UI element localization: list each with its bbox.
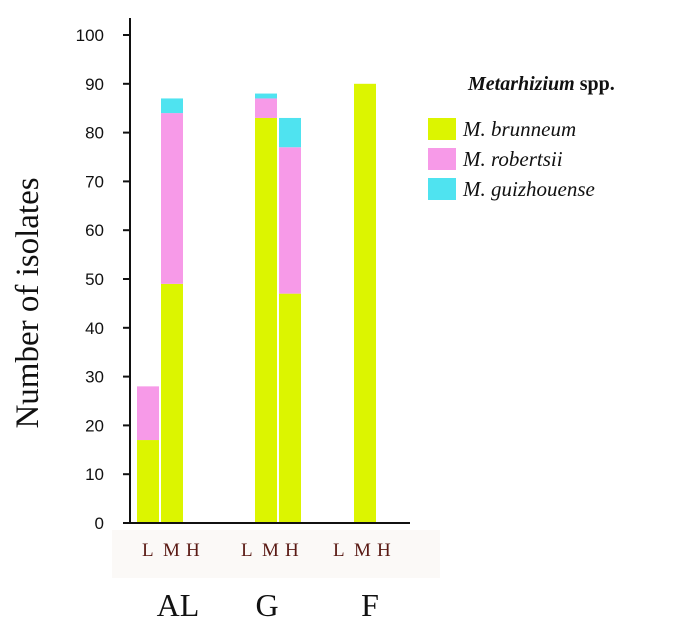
subcategory-label-g-m: M — [262, 540, 279, 561]
y-tick-label: 30 — [85, 368, 104, 387]
legend-label-series-2: M. robertsii — [462, 147, 563, 171]
group-labels: AL G F — [157, 587, 379, 623]
bar-segment-al-l-series-1 — [137, 440, 159, 523]
legend-label-series-1: M. brunneum — [462, 117, 576, 141]
legend-swatch-series-2 — [428, 148, 456, 170]
bar-segment-g-l-series-2 — [255, 98, 277, 118]
subcategory-label-al-l: L — [142, 540, 154, 561]
group-label-al: AL — [157, 587, 200, 623]
y-tick-label: 80 — [85, 124, 104, 143]
y-tick-label: 10 — [85, 465, 104, 484]
legend: Metarhizium spp. M. brunneum M. robertsii… — [428, 73, 615, 201]
subcategory-label-g-h: H — [285, 540, 299, 561]
y-tick-label: 20 — [85, 416, 104, 435]
legend-swatch-series-1 — [428, 118, 456, 140]
bar-segment-g-m-series-3 — [279, 117, 301, 148]
subcategory-label-g-l: L — [241, 540, 253, 561]
bar-segment-al-m-series-3 — [161, 98, 183, 114]
legend-items: M. brunneum M. robertsii M. guizhouense — [428, 117, 595, 201]
legend-title-suffix: spp. — [575, 73, 615, 95]
legend-label-series-3: M. guizhouense — [462, 177, 595, 201]
legend-swatch-series-3 — [428, 178, 456, 200]
y-tick-label: 60 — [85, 221, 104, 240]
legend-title-genus: Metarhizium — [467, 73, 575, 95]
bar-segment-g-m-series-1 — [279, 293, 301, 523]
y-tick-label: 0 — [95, 514, 104, 533]
subcategory-label-al-h: H — [186, 540, 200, 561]
subcategory-label-f-m: M — [354, 540, 371, 561]
bar-segment-al-m-series-2 — [161, 113, 183, 284]
group-label-f: F — [361, 587, 379, 623]
y-tick-label: 70 — [85, 172, 104, 191]
bar-segment-al-l-series-2 — [137, 386, 159, 441]
bar-segment-al-m-series-1 — [161, 283, 183, 523]
y-tick-label: 90 — [85, 75, 104, 94]
y-tick-label: 40 — [85, 319, 104, 338]
y-axis-ticks: 0 10 20 30 40 50 60 70 80 90 100 — [76, 26, 130, 533]
group-label-g: G — [255, 587, 278, 623]
subcategory-label-al-m: M — [163, 540, 180, 561]
bar-segment-g-m-series-2 — [279, 147, 301, 294]
subcategory-label-f-h: H — [377, 540, 391, 561]
y-tick-label: 50 — [85, 270, 104, 289]
subcategory-label-band — [112, 530, 440, 578]
bar-segment-g-l-series-1 — [255, 117, 277, 524]
bar-segment-f-m-series-1 — [354, 83, 376, 524]
bars — [137, 83, 376, 524]
legend-title: Metarhizium spp. — [467, 73, 615, 95]
y-tick-label: 100 — [76, 26, 104, 45]
y-axis-label: Number of isolates — [10, 177, 46, 428]
subcategory-label-f-l: L — [333, 540, 345, 561]
bar-segment-g-l-series-3 — [255, 93, 277, 99]
